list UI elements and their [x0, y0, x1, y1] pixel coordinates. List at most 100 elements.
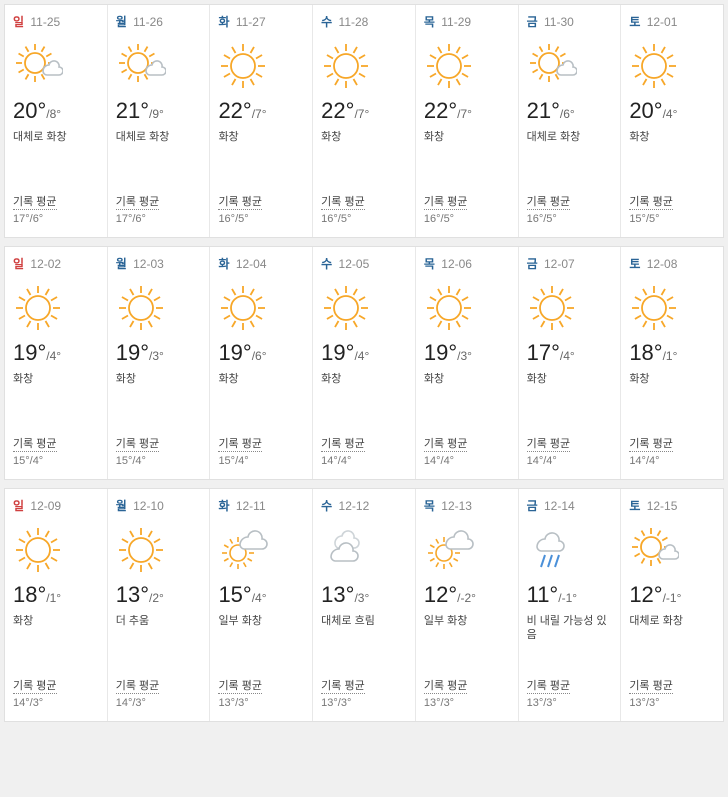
day-of-week: 일	[13, 15, 24, 29]
avg-label[interactable]: 기록 평균	[424, 677, 468, 694]
day-cell[interactable]: 토 12-01 20°/4° 화창 기록 평균 15°/5°	[621, 5, 723, 237]
day-header: 수 12-05	[321, 255, 407, 272]
temp-low: /-2°	[457, 591, 476, 605]
day-cell[interactable]: 화 12-04 19°/6° 화창 기록 평균 15°/4°	[210, 247, 313, 479]
avg-label[interactable]: 기록 평균	[218, 435, 262, 452]
avg-value: 16°/5°	[321, 213, 407, 225]
date-label: 12-03	[133, 257, 164, 271]
day-cell[interactable]: 토 12-08 18°/1° 화창 기록 평균 14°/4°	[621, 247, 723, 479]
day-header: 월 12-10	[116, 497, 202, 514]
avg-label[interactable]: 기록 평균	[13, 677, 57, 694]
avg-label[interactable]: 기록 평균	[116, 193, 160, 210]
temperatures: 15°/4°	[218, 582, 304, 608]
day-cell[interactable]: 수 12-05 19°/4° 화창 기록 평균 14°/4°	[313, 247, 416, 479]
day-of-week: 목	[424, 15, 435, 29]
day-of-week: 화	[218, 257, 229, 271]
day-cell[interactable]: 금 11-30 21°/6° 대체로 화창 기록 평균 16°/5°	[519, 5, 622, 237]
day-of-week: 금	[527, 499, 538, 513]
avg-value: 14°/4°	[321, 455, 407, 467]
day-cell[interactable]: 일 12-02 19°/4° 화창 기록 평균 15°/4°	[5, 247, 108, 479]
condition-text: 화창	[218, 130, 304, 158]
temperatures: 17°/4°	[527, 340, 613, 366]
week-row: 일 12-02 19°/4° 화창 기록 평균 15°/4° 월 12-03 1…	[4, 246, 724, 480]
temp-low: /4°	[560, 349, 575, 363]
avg-label[interactable]: 기록 평균	[13, 193, 57, 210]
spacer	[218, 400, 304, 434]
day-header: 목 12-06	[424, 255, 510, 272]
condition-text: 화창	[13, 372, 99, 400]
condition-text: 일부 화창	[218, 614, 304, 642]
avg-label[interactable]: 기록 평균	[116, 677, 160, 694]
avg-label[interactable]: 기록 평균	[218, 677, 262, 694]
day-cell[interactable]: 수 11-28 22°/7° 화창 기록 평균 16°/5°	[313, 5, 416, 237]
day-cell[interactable]: 월 12-10 13°/2° 더 추움 기록 평균 14°/3°	[108, 489, 211, 721]
weather-icon	[527, 40, 613, 92]
avg-value: 13°/3°	[527, 697, 613, 709]
date-label: 12-14	[544, 499, 575, 513]
spacer	[424, 400, 510, 434]
avg-value: 15°/4°	[218, 455, 304, 467]
avg-label[interactable]: 기록 평균	[13, 435, 57, 452]
day-cell[interactable]: 목 11-29 22°/7° 화창 기록 평균 16°/5°	[416, 5, 519, 237]
temp-high: 22°	[321, 98, 354, 123]
day-of-week: 월	[116, 15, 127, 29]
day-cell[interactable]: 화 12-11 15°/4° 일부 화창 기록 평균 13°/3°	[210, 489, 313, 721]
avg-value: 13°/3°	[629, 697, 715, 709]
day-cell[interactable]: 토 12-15 12°/-1° 대체로 화창 기록 평균 13°/3°	[621, 489, 723, 721]
avg-label[interactable]: 기록 평균	[527, 193, 571, 210]
day-cell[interactable]: 월 12-03 19°/3° 화창 기록 평균 15°/4°	[108, 247, 211, 479]
temperatures: 19°/4°	[13, 340, 99, 366]
avg-value: 14°/3°	[116, 697, 202, 709]
day-cell[interactable]: 목 12-06 19°/3° 화창 기록 평균 14°/4°	[416, 247, 519, 479]
day-of-week: 월	[116, 499, 127, 513]
avg-label[interactable]: 기록 평균	[424, 435, 468, 452]
avg-label[interactable]: 기록 평균	[218, 193, 262, 210]
weather-icon	[13, 282, 99, 334]
avg-label[interactable]: 기록 평균	[527, 435, 571, 452]
temp-high: 11°	[527, 582, 559, 607]
spacer	[321, 158, 407, 192]
day-header: 목 11-29	[424, 13, 510, 30]
avg-label[interactable]: 기록 평균	[321, 435, 365, 452]
date-label: 12-07	[544, 257, 575, 271]
condition-text: 화창	[424, 372, 510, 400]
day-of-week: 수	[321, 15, 332, 29]
avg-label[interactable]: 기록 평균	[527, 677, 571, 694]
temp-high: 18°	[13, 582, 46, 607]
date-label: 12-09	[30, 499, 61, 513]
day-cell[interactable]: 금 12-14 11°/-1° 비 내릴 가능성 있음 기록 평균 13°/3°	[519, 489, 622, 721]
avg-label[interactable]: 기록 평균	[629, 193, 673, 210]
day-header: 토 12-08	[629, 255, 715, 272]
spacer	[13, 158, 99, 192]
temp-high: 20°	[13, 98, 46, 123]
temperatures: 19°/6°	[218, 340, 304, 366]
spacer	[527, 158, 613, 192]
day-header: 금 12-07	[527, 255, 613, 272]
avg-label[interactable]: 기록 평균	[116, 435, 160, 452]
day-cell[interactable]: 화 11-27 22°/7° 화창 기록 평균 16°/5°	[210, 5, 313, 237]
day-cell[interactable]: 일 12-09 18°/1° 화창 기록 평균 14°/3°	[5, 489, 108, 721]
day-cell[interactable]: 금 12-07 17°/4° 화창 기록 평균 14°/4°	[519, 247, 622, 479]
avg-label[interactable]: 기록 평균	[629, 677, 673, 694]
day-cell[interactable]: 일 11-25 20°/8° 대체로 화창 기록 평균 17°/6°	[5, 5, 108, 237]
day-header: 일 11-25	[13, 13, 99, 30]
spacer	[116, 158, 202, 192]
temp-low: /3°	[457, 349, 472, 363]
weather-icon	[424, 282, 510, 334]
spacer	[527, 400, 613, 434]
day-cell[interactable]: 월 11-26 21°/9° 대체로 화창 기록 평균 17°/6°	[108, 5, 211, 237]
avg-value: 13°/3°	[218, 697, 304, 709]
avg-label[interactable]: 기록 평균	[321, 193, 365, 210]
weather-icon	[629, 524, 715, 576]
avg-value: 15°/5°	[629, 213, 715, 225]
day-cell[interactable]: 수 12-12 13°/3° 대체로 흐림 기록 평균 13°/3°	[313, 489, 416, 721]
day-of-week: 화	[218, 15, 229, 29]
day-header: 목 12-13	[424, 497, 510, 514]
weather-icon	[424, 524, 510, 576]
avg-label[interactable]: 기록 평균	[424, 193, 468, 210]
avg-label[interactable]: 기록 평균	[321, 677, 365, 694]
day-cell[interactable]: 목 12-13 12°/-2° 일부 화창 기록 평균 13°/3°	[416, 489, 519, 721]
date-label: 12-08	[647, 257, 678, 271]
avg-label[interactable]: 기록 평균	[629, 435, 673, 452]
weather-icon	[527, 282, 613, 334]
